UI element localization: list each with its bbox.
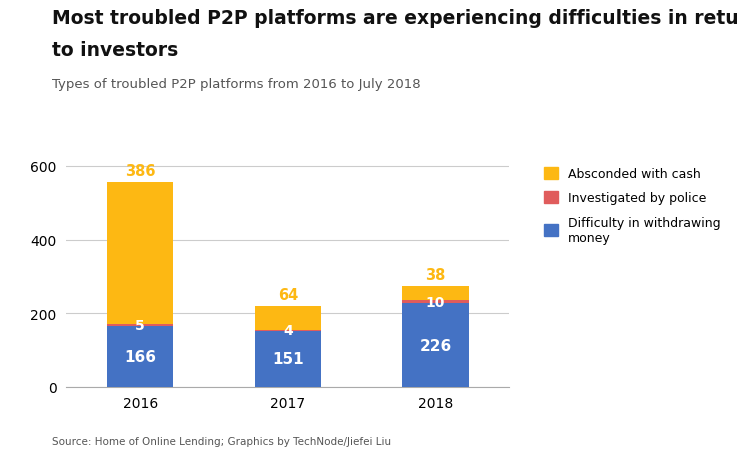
Bar [107,324,173,326]
Text: 151: 151 [272,352,303,367]
Text: Most troubled P2P platforms are experiencing difficulties in returning capital: Most troubled P2P platforms are experien… [52,9,738,28]
Bar [255,331,321,387]
Bar [402,286,469,300]
Bar [402,304,469,387]
Bar [255,306,321,330]
Bar [255,330,321,331]
Text: 64: 64 [277,288,298,303]
Legend: Absconded with cash, Investigated by police, Difficulty in withdrawing
money: Absconded with cash, Investigated by pol… [537,161,726,250]
Text: 5: 5 [135,318,145,332]
Text: Source: Home of Online Lending; Graphics by TechNode/Jiefei Liu: Source: Home of Online Lending; Graphics… [52,436,391,446]
Text: 4: 4 [283,324,293,338]
Bar [107,326,173,387]
Text: 166: 166 [124,349,156,364]
Text: to investors: to investors [52,41,178,60]
Text: Types of troubled P2P platforms from 2016 to July 2018: Types of troubled P2P platforms from 201… [52,77,420,91]
Text: 10: 10 [426,295,445,309]
Bar [402,300,469,304]
Text: 38: 38 [425,268,446,283]
Text: 226: 226 [419,338,452,353]
Bar [107,182,173,324]
Text: 386: 386 [125,164,156,179]
